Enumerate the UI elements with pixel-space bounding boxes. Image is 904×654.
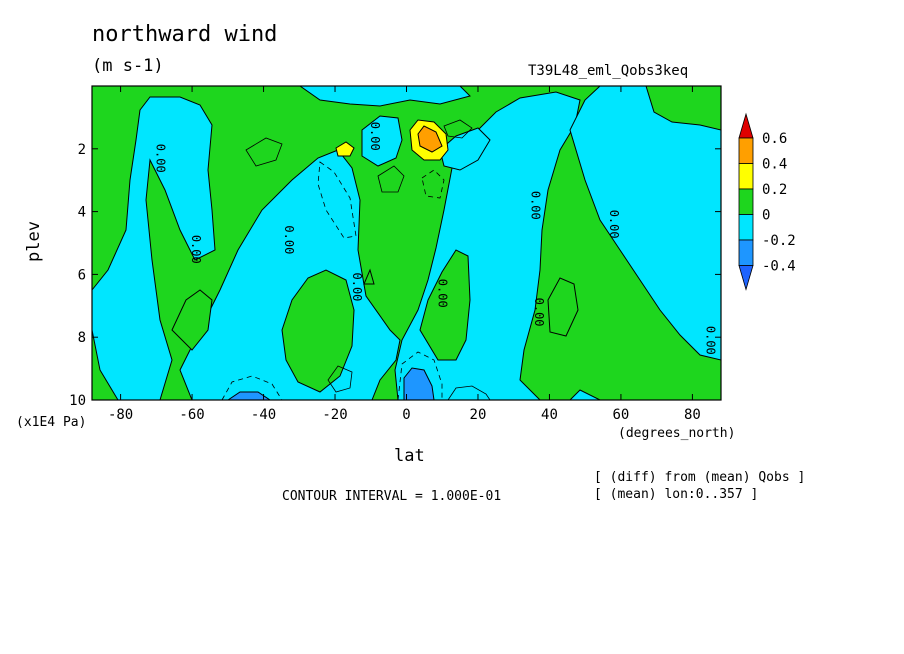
x-tick-label: 60 — [613, 407, 630, 423]
region-negative-top-band — [299, 86, 471, 107]
x-tick-label: 80 — [684, 407, 701, 423]
region-positive-island-small — [363, 268, 375, 285]
contour-lines — [221, 119, 491, 400]
contour-interval: CONTOUR INTERVAL = 1.000E-01 — [282, 489, 502, 504]
x-tick-label: 20 — [470, 407, 487, 423]
contour-dashed-central — [317, 161, 357, 239]
contour-label: 0.00 — [282, 225, 296, 254]
x-tick-label: -60 — [179, 407, 204, 423]
y-axis-ticks: 2 4 6 8 10 — [69, 142, 721, 409]
colorbar-bottom-triangle — [738, 265, 754, 291]
chart-title: northward wind — [92, 22, 278, 47]
y-tick-label: 4 — [78, 205, 86, 221]
colorbar-segment — [738, 188, 754, 215]
contour-label: 0.00 — [368, 122, 382, 151]
colorbar: 0.6 0.4 0.2 0 -0.2 -0.4 — [738, 112, 796, 291]
y-tick-label: 2 — [78, 142, 86, 158]
region-negative-southern-column — [92, 96, 216, 400]
colorbar-level-label: 0.6 — [762, 131, 787, 147]
region-positive-island-midlat — [281, 269, 355, 393]
x-tick-label: 40 — [541, 407, 558, 423]
contour-label: 0.00 — [532, 298, 546, 327]
colorbar-level-label: 0.2 — [762, 182, 787, 198]
x-tick-label: -40 — [251, 407, 276, 423]
region-positive-island-east — [547, 277, 579, 337]
y-tick-label: 6 — [78, 267, 86, 283]
contour-label: 0.00 — [607, 210, 621, 239]
region-positive-island-far-east — [645, 86, 721, 131]
colorbar-level-label: -0.4 — [762, 259, 796, 275]
note-diff: [ (diff) from (mean) Qobs ] — [594, 470, 806, 485]
region-positive-island-south — [171, 289, 213, 351]
contour-thin-right — [443, 119, 473, 139]
contour-label: 0.00 — [529, 191, 543, 220]
region-positive-small-yellow — [335, 141, 355, 157]
colorbar-segment — [738, 137, 754, 164]
contour-labels: 0.00 0.00 0.00 0.00 0.00 0.00 0.00 0.00 0.00 0.00 — [153, 122, 717, 355]
colorbar-top-triangle — [738, 112, 754, 139]
contour-dashed-bottom — [397, 351, 443, 400]
contour-thin-bottom — [447, 385, 491, 400]
contour-thin-south — [245, 137, 283, 167]
colorbar-segment — [738, 239, 754, 266]
note-mean: [ (mean) lon:0..357 ] — [594, 487, 759, 502]
contour-dashed-upper-right — [421, 169, 445, 199]
contour-dashed-south — [221, 375, 283, 400]
x-axis-label: lat — [394, 446, 425, 466]
contour-fill-regions — [92, 86, 721, 400]
contour-label: 0.00 — [153, 144, 167, 173]
region-negative-right-upper — [439, 127, 491, 171]
contour-thin-upper — [377, 165, 405, 193]
x-axis-ticks: -80 -60 -40 -20 0 20 40 60 80 — [108, 86, 701, 423]
contour-label: 0.00 — [704, 326, 718, 355]
contour-label: 0.00 — [189, 235, 203, 264]
y-tick-label: 8 — [78, 330, 86, 346]
x-axis-unit: (degrees_north) — [618, 426, 736, 441]
contour-label: 0.00 — [350, 273, 364, 302]
experiment-label: T39L48_eml_Qobs3keq — [528, 63, 689, 79]
x-tick-label: -80 — [108, 407, 133, 423]
colorbar-level-label: 0 — [762, 208, 770, 224]
region-negative-northern-column — [569, 86, 721, 361]
region-strong-negative-southwest — [227, 391, 271, 400]
colorbar-segment — [738, 214, 754, 241]
region-negative-upper-center — [361, 115, 403, 167]
x-tick-label: 0 — [402, 407, 410, 423]
x-tick-label: -20 — [322, 407, 347, 423]
region-strong-negative-bottom — [403, 367, 435, 400]
colorbar-level-label: -0.2 — [762, 233, 796, 249]
region-positive-island-north — [419, 249, 471, 361]
y-axis-unit: (x1E4 Pa) — [16, 415, 87, 430]
colorbar-segment — [738, 163, 754, 190]
contour-label: 0.00 — [436, 279, 450, 308]
y-tick-label: 10 — [69, 393, 86, 409]
contour-thin-left — [327, 365, 353, 393]
colorbar-level-label: 0.4 — [762, 157, 787, 173]
region-positive-max-orange — [417, 125, 443, 153]
chart-units: (m s-1) — [92, 56, 164, 76]
